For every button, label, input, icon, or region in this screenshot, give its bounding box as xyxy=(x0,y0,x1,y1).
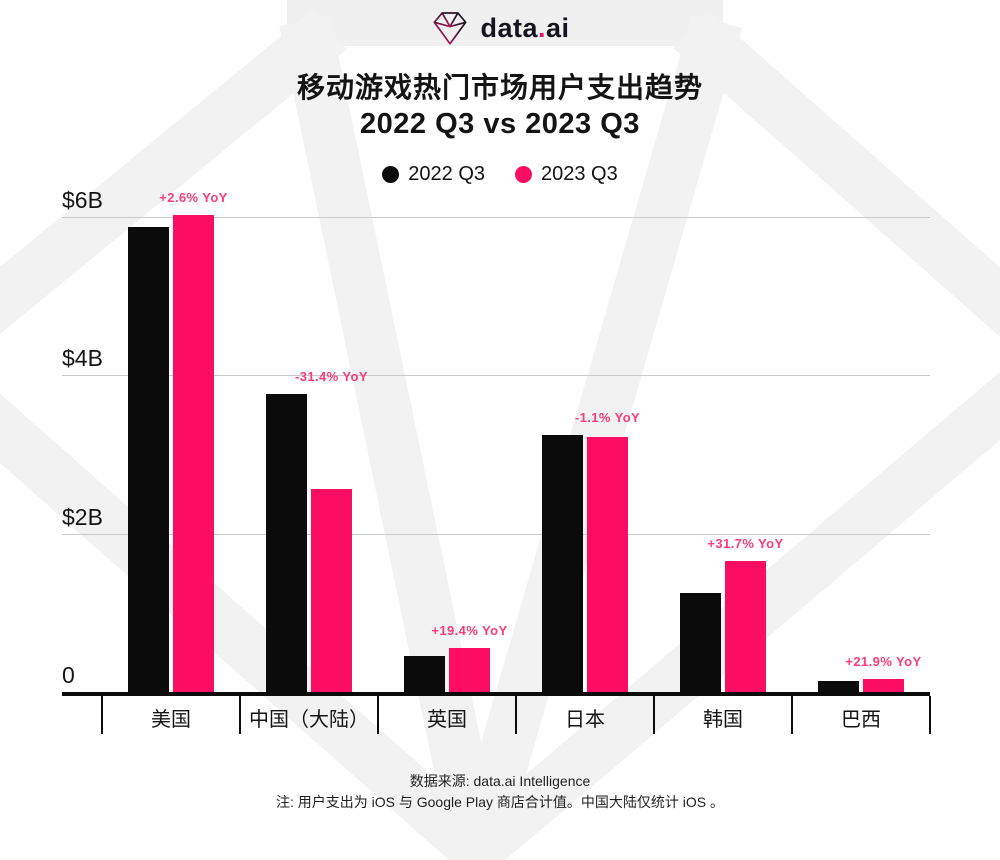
y-tick-label: $6B xyxy=(62,186,103,213)
bar-2023q3-3 xyxy=(449,648,490,692)
x-category-label-4: 日本 xyxy=(565,709,605,731)
yoy-label-6: +21.9% YoY xyxy=(845,653,922,669)
methodology-note: 注: 用户支出为 iOS 与 Google Play 商店合计值。中国大陆仅统计… xyxy=(275,794,725,810)
logo-text-ai: ai xyxy=(546,12,570,43)
x-category-label-3: 英国 xyxy=(427,709,467,731)
yoy-label-5: +31.7% YoY xyxy=(707,536,784,552)
x-axis-separator xyxy=(791,696,793,734)
chart-subtitle: 2022 Q3 vs 2023 Q3 xyxy=(360,108,640,140)
chart-title: 移动游戏热门市场用户支出趋势 xyxy=(296,72,703,103)
x-axis-separator xyxy=(239,696,241,734)
x-axis-separator xyxy=(653,696,655,734)
x-axis-separator xyxy=(515,696,517,734)
bar-2022q3-6 xyxy=(818,680,859,692)
x-category-label-5: 韩国 xyxy=(703,709,743,731)
dataai-diamond-icon xyxy=(433,12,468,45)
legend-label: 2023 Q3 xyxy=(541,163,618,185)
bar-2022q3-1 xyxy=(128,227,169,692)
bar-2023q3-2 xyxy=(311,488,352,692)
bar-2022q3-5 xyxy=(680,593,721,692)
legend-item-2022-q3: 2022 Q3 xyxy=(382,163,485,186)
gridline-$4B xyxy=(62,375,930,377)
x-category-label-1: 美国 xyxy=(151,709,191,731)
bar-2022q3-3 xyxy=(404,655,445,692)
yoy-label-4: -1.1% YoY xyxy=(574,409,641,425)
x-category-label-2: 中国（大陆） xyxy=(249,709,369,731)
x-category-label-6: 巴西 xyxy=(841,709,881,731)
logo-text-dot: . xyxy=(537,12,546,43)
bar-2023q3-5 xyxy=(725,561,766,692)
x-axis-separator xyxy=(929,696,931,734)
gridline-$2B xyxy=(62,533,930,535)
logo-text-data: data xyxy=(480,12,538,43)
dataai-logo-text: data.ai xyxy=(480,13,569,44)
bar-2022q3-4 xyxy=(542,434,583,692)
bar-2022q3-2 xyxy=(266,394,307,692)
legend: 2022 Q3 2023 Q3 xyxy=(0,163,1000,186)
gridline-$6B xyxy=(62,216,930,218)
bar-2023q3-1 xyxy=(173,215,214,692)
y-tick-label: $2B xyxy=(62,503,103,530)
legend-label: 2022 Q3 xyxy=(408,163,485,185)
y-tick-label: 0 xyxy=(62,662,75,688)
y-tick-label: $4B xyxy=(62,345,103,372)
yoy-label-1: +2.6% YoY xyxy=(159,190,228,206)
bar-2023q3-6 xyxy=(863,678,904,692)
x-axis-separator xyxy=(101,696,103,734)
x-axis-separator xyxy=(377,696,379,734)
legend-dot-icon xyxy=(515,166,532,183)
data-source-note: 数据来源: data.ai Intelligence xyxy=(409,773,591,789)
x-axis-line xyxy=(62,692,930,696)
legend-dot-icon xyxy=(382,166,400,183)
yoy-label-2: -31.4% YoY xyxy=(295,369,368,385)
bar-2023q3-4 xyxy=(587,437,628,692)
dataai-logo: data.ai xyxy=(0,6,1000,50)
legend-item-2023-q3: 2023 Q3 xyxy=(515,163,618,186)
yoy-label-3: +19.4% YoY xyxy=(431,623,508,639)
